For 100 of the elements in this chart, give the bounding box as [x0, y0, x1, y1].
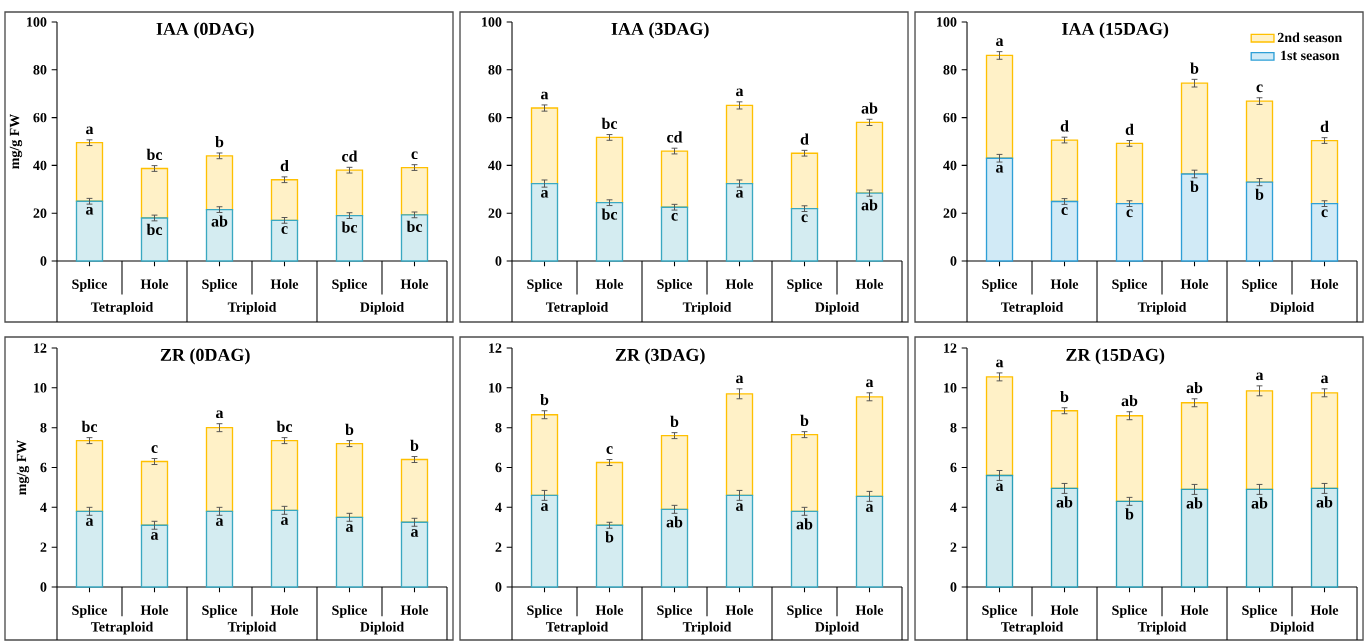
bar	[790, 510, 819, 588]
bar	[595, 136, 624, 204]
x-tick-label: Splice	[982, 605, 1018, 618]
text: Diploid	[360, 301, 405, 315]
bar	[855, 495, 884, 588]
text: Tetraploid	[545, 301, 609, 315]
chart-title: IAA (0DAG)	[156, 22, 254, 39]
data-label: a	[86, 207, 94, 215]
data-label: b	[410, 439, 419, 451]
bar	[1310, 392, 1339, 490]
legend-label: 2nd season	[1277, 32, 1343, 43]
bar	[1310, 202, 1339, 262]
x-tick-label: Splice	[982, 279, 1018, 292]
x-tick-label: Splice	[527, 605, 563, 618]
data-label: d	[1125, 123, 1134, 135]
bar	[660, 150, 689, 208]
legend-label: 1st season	[1281, 50, 1340, 61]
bar	[1115, 415, 1144, 503]
data-label: bc	[276, 420, 293, 433]
bar	[1050, 487, 1079, 588]
data-label: cd	[342, 150, 358, 162]
bar	[335, 442, 364, 518]
x-tick-label: Hole	[595, 279, 624, 289]
data-label: d	[280, 160, 289, 172]
x-tick-label: Splice	[787, 279, 823, 292]
data-label: a	[541, 503, 549, 511]
y-tick-label: 20	[33, 208, 47, 218]
y-tick-label: 8	[40, 422, 47, 433]
data-label: c	[606, 446, 613, 454]
y-tick-label: 6	[40, 462, 47, 473]
x-tick-label: Hole	[1050, 279, 1079, 289]
bar	[400, 166, 429, 216]
data-label: b	[345, 423, 354, 436]
y-tick-label: 10	[944, 383, 957, 393]
data-label: a	[996, 164, 1004, 173]
bar	[1245, 181, 1274, 262]
y-tick-label: 8	[950, 422, 957, 433]
bar	[270, 179, 299, 222]
bar	[985, 54, 1014, 159]
bar	[1180, 82, 1209, 175]
bar	[75, 142, 104, 202]
bar	[660, 206, 689, 262]
y-tick-label: 6	[950, 462, 957, 473]
x-tick-label: Hole	[725, 279, 754, 289]
text: Tetraploid	[545, 621, 609, 635]
bar	[270, 509, 299, 588]
y-tick-label: 4	[495, 502, 502, 512]
data-label: ab	[1316, 496, 1333, 508]
data-label: a	[996, 38, 1004, 47]
data-label: b	[1190, 180, 1199, 193]
bar	[75, 200, 104, 262]
y-tick-label: 40	[33, 160, 47, 171]
bar	[140, 524, 169, 588]
data-label: a	[86, 126, 94, 135]
chart-title: ZR (0DAG)	[160, 348, 250, 365]
data-label: a	[1256, 372, 1264, 381]
y-tick-label: 0	[950, 582, 957, 592]
data-label: d	[800, 133, 809, 145]
data-label: ab	[861, 199, 878, 211]
data-label: ab	[861, 102, 878, 114]
data-label: ab	[1186, 381, 1203, 394]
bar	[530, 414, 559, 497]
y-tick-label: 80	[488, 65, 502, 75]
data-label: a	[346, 524, 354, 532]
y-tick-label: 100	[937, 17, 957, 27]
x-tick-label: Splice	[787, 605, 823, 618]
chart-title: IAA (15DAG)	[1062, 22, 1169, 39]
bar	[205, 155, 234, 211]
y-tick-label: 4	[950, 502, 957, 512]
data-label: c	[1256, 84, 1263, 93]
bar	[985, 474, 1014, 588]
data-label: a	[1321, 375, 1329, 384]
data-label: a	[281, 517, 289, 525]
chart-title: IAA (3DAG)	[611, 22, 709, 39]
bar	[985, 376, 1014, 477]
bar	[595, 202, 624, 262]
data-label: c	[411, 151, 418, 160]
text: Triploid	[682, 301, 732, 315]
bar	[725, 182, 754, 262]
data-label: a	[86, 518, 94, 526]
y-tick-label: 2	[40, 542, 47, 552]
y-tick-label: 80	[943, 65, 957, 75]
bar	[1310, 487, 1339, 588]
y-tick-label: 4	[40, 502, 47, 512]
bar	[1050, 139, 1079, 203]
bar	[335, 516, 364, 588]
bar	[1115, 500, 1144, 588]
bar	[205, 510, 234, 588]
x-tick-label: Splice	[332, 279, 368, 292]
y-tick-label: 0	[40, 582, 47, 592]
bar	[1310, 139, 1339, 205]
text: Triploid	[227, 621, 277, 635]
x-tick-label: Splice	[1112, 279, 1148, 292]
bar	[595, 461, 624, 526]
bar	[1115, 202, 1144, 262]
data-label: ab	[211, 215, 228, 227]
bar	[400, 521, 429, 588]
data-label: a	[866, 379, 874, 388]
x-tick-label: Hole	[1180, 605, 1209, 615]
data-label: a	[866, 504, 874, 512]
